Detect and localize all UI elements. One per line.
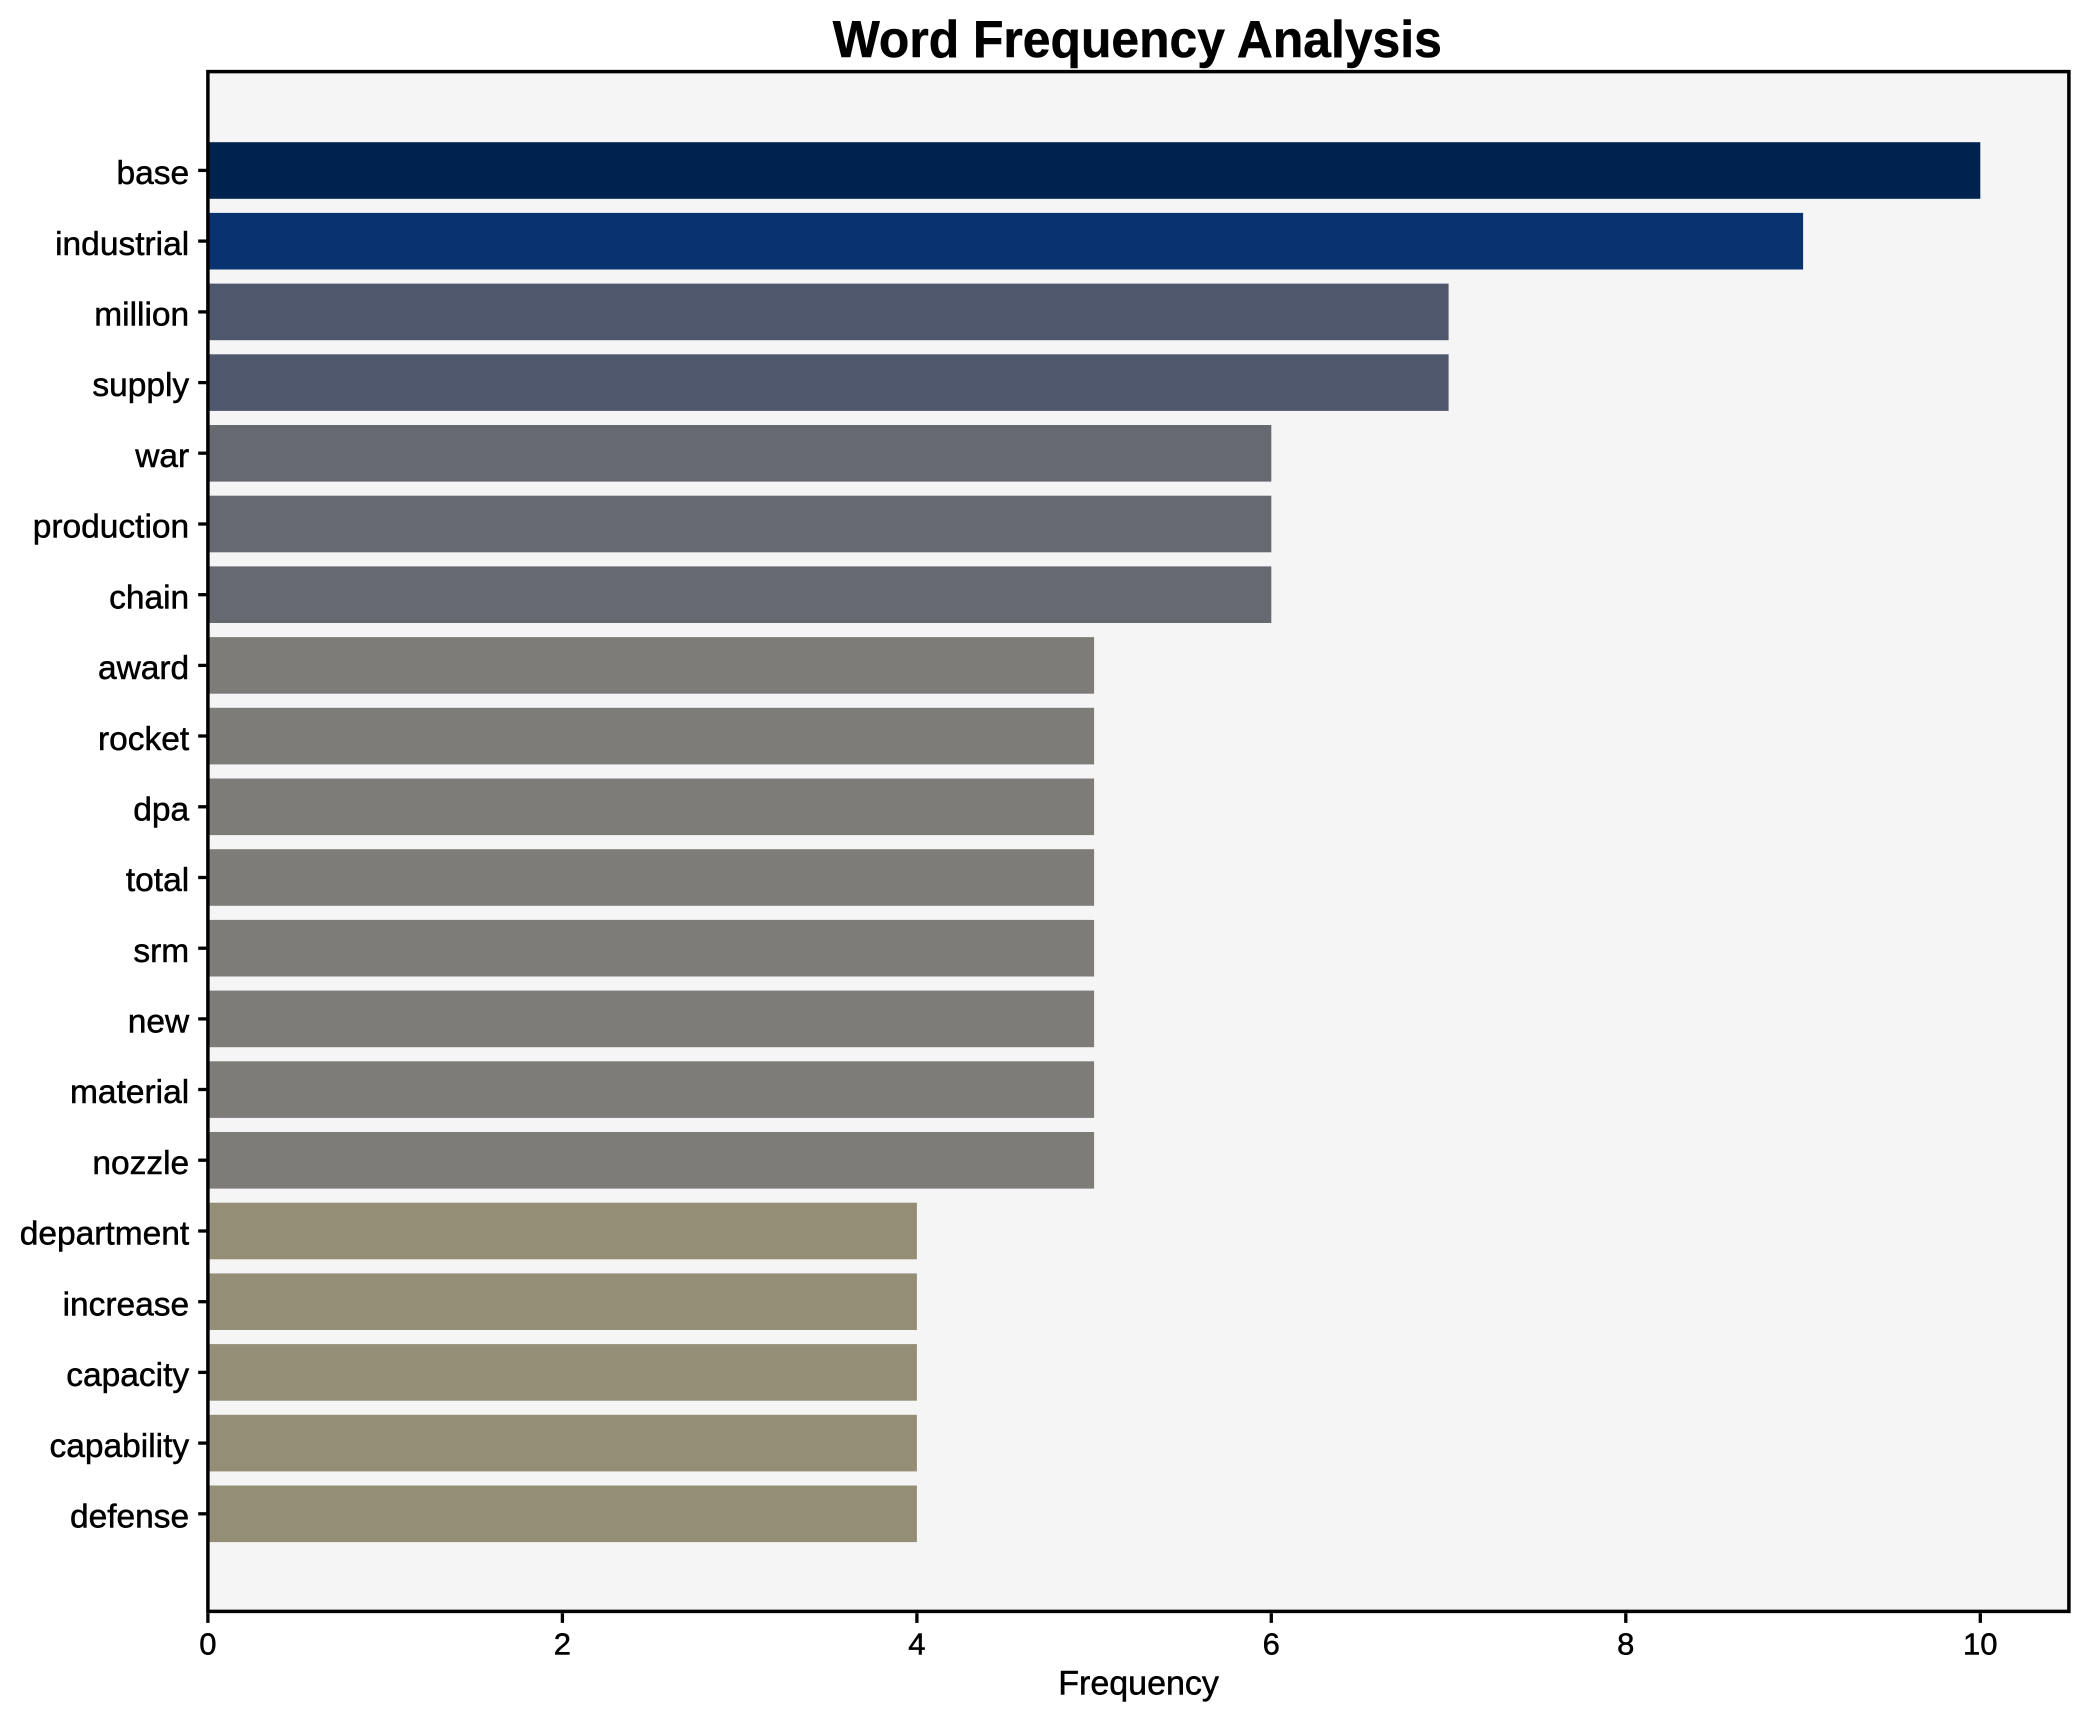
- svg-text:base: base: [117, 155, 190, 192]
- svg-text:6: 6: [1263, 1627, 1280, 1662]
- svg-text:4: 4: [908, 1627, 925, 1662]
- svg-text:Frequency: Frequency: [1058, 1665, 1219, 1703]
- svg-text:million: million: [94, 297, 189, 334]
- svg-text:Word Frequency Analysis: Word Frequency Analysis: [833, 11, 1442, 69]
- svg-text:total: total: [126, 862, 189, 899]
- svg-text:10: 10: [1963, 1627, 1997, 1662]
- svg-text:production: production: [33, 509, 189, 546]
- svg-text:capability: capability: [50, 1428, 190, 1465]
- svg-text:department: department: [20, 1216, 190, 1253]
- svg-text:rocket: rocket: [98, 721, 190, 758]
- svg-text:0: 0: [199, 1627, 216, 1662]
- svg-text:srm: srm: [133, 933, 189, 970]
- svg-text:capacity: capacity: [66, 1357, 189, 1394]
- svg-text:8: 8: [1617, 1627, 1634, 1662]
- svg-text:new: new: [128, 1004, 190, 1041]
- svg-text:nozzle: nozzle: [92, 1145, 189, 1182]
- svg-text:award: award: [98, 650, 189, 687]
- svg-text:2: 2: [554, 1627, 571, 1662]
- svg-text:increase: increase: [63, 1286, 190, 1323]
- svg-text:material: material: [70, 1074, 189, 1111]
- svg-text:defense: defense: [70, 1499, 189, 1536]
- svg-text:chain: chain: [109, 579, 189, 616]
- svg-text:supply: supply: [92, 367, 189, 404]
- svg-text:industrial: industrial: [55, 226, 189, 263]
- svg-text:war: war: [134, 438, 189, 475]
- svg-text:dpa: dpa: [133, 792, 189, 829]
